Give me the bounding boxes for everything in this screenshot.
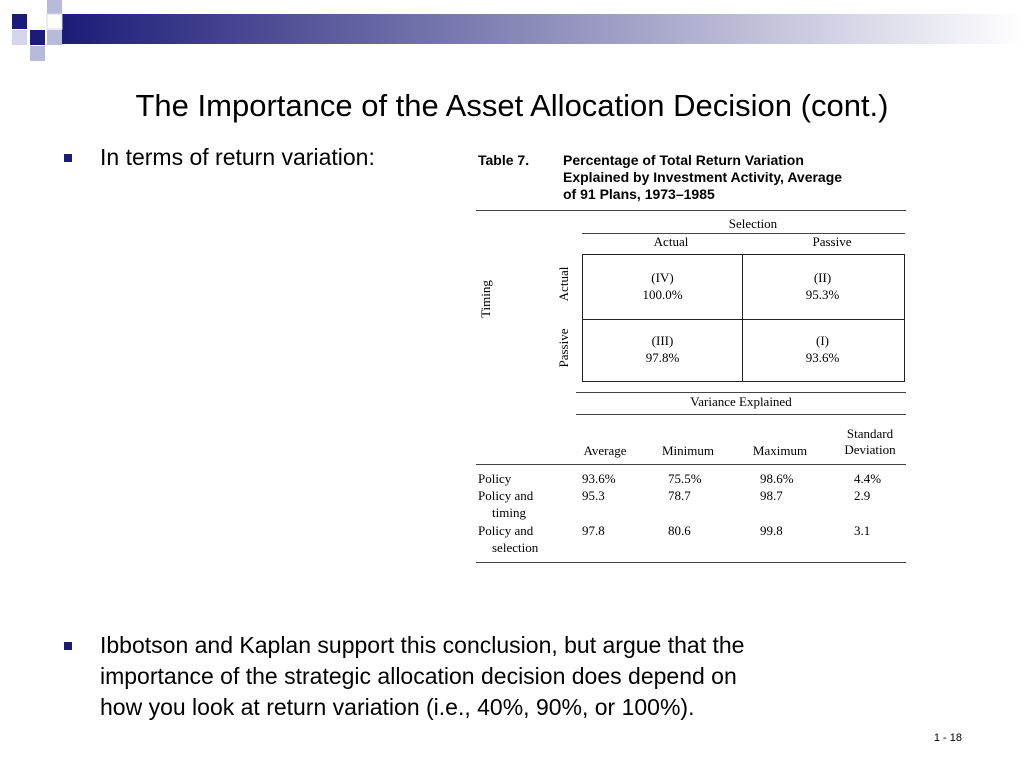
rule <box>582 233 905 234</box>
timing-selection-grid: (IV) 100.0% (II) 95.3% (III) 97.8% (I) 9… <box>582 254 905 382</box>
rule <box>576 414 906 415</box>
cell-passive-passive: (I) 93.6% <box>805 333 840 365</box>
col-passive-header: Passive <box>812 234 852 249</box>
grid-divider <box>742 255 743 381</box>
row-actual-header: Actual <box>556 266 571 302</box>
deco-square <box>12 14 27 29</box>
table-cell: 78.7 <box>668 488 691 503</box>
bullet-marker <box>64 642 72 650</box>
deco-square <box>30 46 45 61</box>
row-passive-header: Passive <box>556 328 571 368</box>
cell-actual-actual: (IV) 100.0% <box>642 270 683 302</box>
deco-square <box>47 0 62 15</box>
deco-square <box>47 30 62 45</box>
table-cell: 97.8 <box>582 523 605 538</box>
row-label-policy-selection: Policy and <box>478 523 534 538</box>
rule <box>476 210 906 211</box>
table-cell: 95.3 <box>582 488 605 503</box>
table-cell: 75.5% <box>668 471 702 486</box>
table-cell: 4.4% <box>854 471 882 486</box>
table-cell: 99.8 <box>760 523 783 538</box>
row-label-policy-timing-cont: timing <box>492 505 526 520</box>
deco-square <box>12 30 27 45</box>
bullet-marker <box>64 154 72 162</box>
rule <box>476 562 906 563</box>
cell-passive-actual: (III) 97.8% <box>645 333 680 365</box>
slide-number: 1 - 18 <box>933 732 962 744</box>
deco-square <box>46 13 63 30</box>
row-label-policy: Policy <box>478 471 512 486</box>
variance-explained-header: Variance Explained <box>690 394 792 409</box>
header-decoration <box>12 0 1024 61</box>
col-maximum-header: Maximum <box>752 443 808 458</box>
bullet-ibbotson-kaplan: Ibbotson and Kaplan support this conclus… <box>100 632 745 720</box>
header-gradient-bar <box>62 14 1024 44</box>
table-cell: 98.7 <box>760 488 783 503</box>
timing-header: Timing <box>478 280 493 318</box>
row-label-policy-timing: Policy and <box>478 488 534 503</box>
table-cell: 80.6 <box>668 523 691 538</box>
row-label-policy-selection-cont: selection <box>492 540 539 555</box>
rule <box>576 392 906 393</box>
return-variation-table: Table 7. Percentage of Total Return Vari… <box>476 148 908 568</box>
col-average-header: Average <box>583 443 627 458</box>
bullet-return-variation: In terms of return variation: <box>100 144 375 170</box>
col-minimum-header: Minimum <box>661 443 714 458</box>
slide-title: The Importance of the Asset Allocation D… <box>135 88 889 123</box>
table-cell: 3.1 <box>854 523 871 538</box>
grid-divider <box>583 319 904 320</box>
col-actual-header: Actual <box>653 234 689 249</box>
rule <box>476 464 906 465</box>
col-stddev-header: Standard Deviation <box>844 426 896 457</box>
selection-header: Selection <box>728 216 778 231</box>
table-cell: 2.9 <box>854 488 871 503</box>
table-cell: 93.6% <box>582 471 616 486</box>
table-label: Table 7. <box>478 152 530 168</box>
table-caption: Percentage of Total Return Variation Exp… <box>563 152 843 202</box>
deco-square <box>30 30 45 45</box>
cell-actual-passive: (II) 95.3% <box>805 270 840 302</box>
table-cell: 98.6% <box>760 471 794 486</box>
